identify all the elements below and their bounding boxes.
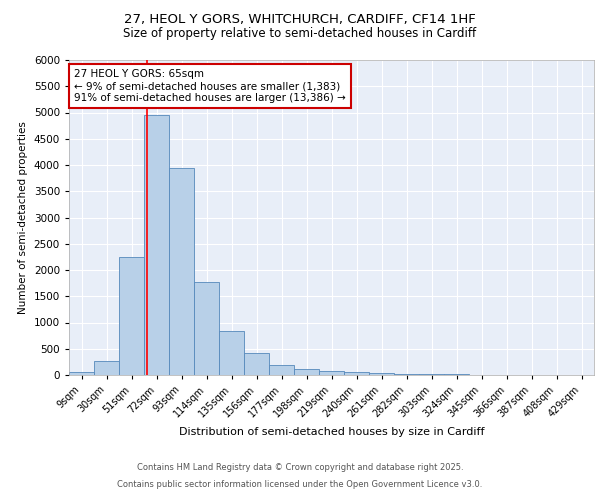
Text: Size of property relative to semi-detached houses in Cardiff: Size of property relative to semi-detach… (124, 28, 476, 40)
Bar (144, 115, 169, 375)
Bar (419, 374, 444, 375)
Bar (219, 331, 244, 375)
Bar (394, 374, 419, 375)
Bar (69, 372, 94, 375)
Bar (344, 372, 369, 375)
Bar (444, 374, 469, 375)
Text: 27 HEOL Y GORS: 65sqm
← 9% of semi-detached houses are smaller (1,383)
91% of se: 27 HEOL Y GORS: 65sqm ← 9% of semi-detac… (74, 70, 346, 102)
Text: Contains HM Land Registry data © Crown copyright and database right 2025.: Contains HM Land Registry data © Crown c… (137, 462, 463, 471)
Bar (269, 366, 294, 375)
Text: Contains public sector information licensed under the Open Government Licence v3: Contains public sector information licen… (118, 480, 482, 489)
Bar (244, 353, 269, 375)
Bar (294, 368, 319, 375)
Text: 27, HEOL Y GORS, WHITCHURCH, CARDIFF, CF14 1HF: 27, HEOL Y GORS, WHITCHURCH, CARDIFF, CF… (124, 12, 476, 26)
X-axis label: Distribution of semi-detached houses by size in Cardiff: Distribution of semi-detached houses by … (179, 428, 484, 438)
Bar (119, 257, 144, 375)
Bar (319, 371, 344, 375)
Y-axis label: Number of semi-detached properties: Number of semi-detached properties (18, 121, 28, 314)
Bar (94, 361, 119, 375)
Bar (169, 168, 194, 375)
Bar (194, 282, 219, 375)
Bar (369, 373, 394, 375)
